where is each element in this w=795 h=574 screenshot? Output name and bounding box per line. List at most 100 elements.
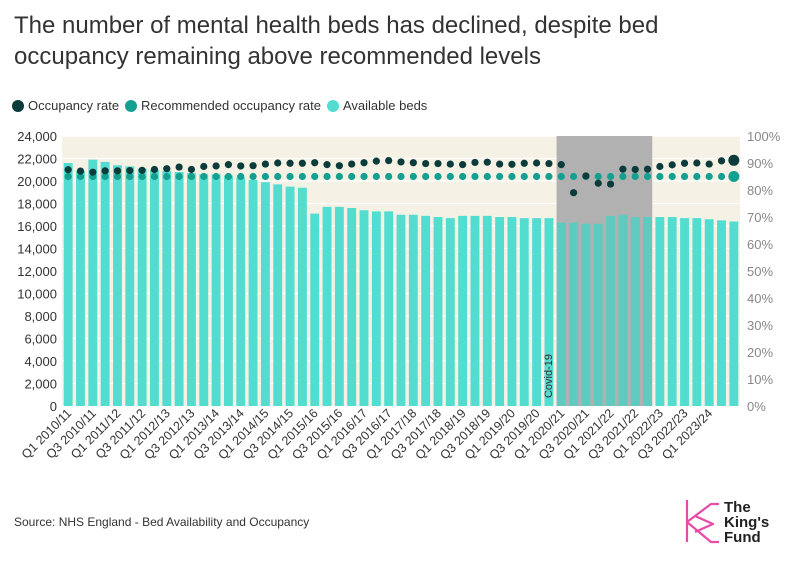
covid-annotation: Covid-19 — [543, 354, 555, 398]
dot-occupancy-rate — [311, 159, 319, 167]
dot-recommended-occupancy — [261, 172, 269, 181]
bar-available-beds — [285, 186, 295, 406]
dot-recommended-occupancy — [422, 172, 430, 181]
dot-recommended-occupancy — [372, 172, 380, 181]
dot-recommended-occupancy — [446, 172, 454, 181]
bar-available-beds — [371, 211, 381, 406]
dot-recommended-occupancy — [717, 172, 726, 181]
dot-recommended-occupancy — [520, 172, 528, 181]
bar-available-beds — [310, 213, 320, 406]
y-left-tick-label: 2,000 — [24, 377, 57, 392]
legend-item-recommended-occupancy-rate: Recommended occupancy rate — [125, 98, 321, 113]
dot-recommended-occupancy — [113, 172, 122, 181]
dot-recommended-occupancy — [397, 172, 405, 181]
bar-available-beds — [581, 223, 591, 406]
dot-occupancy-rate — [520, 159, 528, 167]
bar-available-beds — [137, 168, 147, 406]
y-left-tick-label: 4,000 — [24, 354, 57, 369]
dot-recommended-occupancy — [483, 172, 491, 181]
legend-label-available-beds: Available beds — [342, 98, 428, 113]
bar-available-beds — [88, 159, 98, 406]
dot-occupancy-rate — [163, 165, 171, 173]
dot-recommended-occupancy — [434, 172, 442, 181]
y-right-tick-label: 60% — [747, 237, 773, 252]
logo-line-1: The — [724, 499, 751, 516]
dot-recommended-occupancy — [594, 172, 602, 181]
bar-available-beds — [223, 175, 233, 406]
dot-occupancy-rate — [138, 166, 146, 174]
dot-occupancy-rate — [101, 167, 109, 175]
dot-occupancy-rate — [680, 159, 689, 167]
dot-recommended-occupancy — [631, 172, 639, 181]
dot-recommended-occupancy — [212, 172, 220, 181]
y-right-tick-label: 50% — [747, 264, 773, 279]
bar-available-beds — [470, 215, 480, 406]
y-right-tick-label: 10% — [747, 372, 773, 387]
dot-recommended-occupancy — [249, 172, 257, 181]
dot-recommended-occupancy — [348, 172, 356, 181]
y-axis-left: 0 2,000 4,000 6,000 8,000 10,000 12,000 14,000 1… — [17, 129, 57, 414]
dot-occupancy-rate — [668, 161, 676, 169]
dot-recommended-occupancy — [163, 172, 171, 181]
dot-occupancy-rate — [348, 160, 356, 168]
bars-group — [63, 159, 739, 406]
legend-swatch-occupancy-rate — [12, 99, 24, 112]
dot-recommended-occupancy — [175, 172, 183, 181]
bar-available-beds — [655, 217, 665, 406]
legend-label-recommended-occupancy-rate: Recommended occupancy rate — [141, 98, 321, 113]
bar-available-beds — [680, 218, 689, 406]
bar-available-beds — [667, 217, 677, 406]
dot-occupancy-rate — [323, 161, 331, 169]
dot-occupancy-rate — [569, 189, 578, 197]
y-left-tick-label: 12,000 — [17, 264, 57, 279]
covid-band-overlay — [556, 136, 653, 406]
y-left-tick-label: 24,000 — [17, 129, 57, 144]
dot-recommended-occupancy — [705, 172, 713, 181]
dot-recommended-occupancy — [409, 172, 417, 181]
dot-recommended-occupancy — [138, 172, 146, 181]
bar-available-beds — [593, 223, 603, 406]
bar-available-beds — [248, 179, 258, 406]
dot-occupancy-rate — [126, 166, 134, 175]
bar-available-beds — [704, 219, 714, 406]
bar-available-beds — [717, 220, 726, 406]
dot-recommended-occupancy — [508, 172, 516, 181]
dot-occupancy-rate — [64, 166, 72, 174]
y-left-tick-label: 8,000 — [24, 309, 57, 324]
dot-recommended-occupancy — [680, 172, 689, 181]
dot-recommended-occupancy — [237, 172, 245, 181]
dot-occupancy-rate — [237, 162, 245, 170]
dot-occupancy-rate — [545, 159, 553, 168]
dot-recommended-occupancy — [323, 172, 331, 181]
dot-recommended-occupancy — [187, 172, 196, 181]
dot-occupancy-rate — [483, 158, 491, 166]
bar-available-beds — [63, 163, 73, 406]
bar-available-beds — [606, 215, 616, 406]
dot-recommended-occupancy — [385, 172, 393, 181]
occupancy-dots-group — [64, 154, 740, 197]
bar-available-beds — [322, 206, 332, 406]
kings-fund-logo-icon — [685, 500, 719, 544]
dot-occupancy-rate — [249, 162, 257, 170]
bar-available-beds — [569, 222, 579, 406]
dot-occupancy-rate — [434, 159, 442, 168]
dot-occupancy-rate — [286, 159, 294, 167]
y-right-tick-label: 100% — [747, 129, 781, 144]
legend-item-occupancy-rate: Occupancy rate — [12, 98, 119, 113]
covid-overlay — [556, 136, 653, 406]
dot-occupancy-rate — [471, 158, 479, 167]
y-left-tick-label: 18,000 — [17, 197, 57, 212]
bar-available-beds — [186, 173, 196, 406]
dot-occupancy-rate — [606, 180, 615, 188]
logo-line-2: King's — [724, 514, 770, 531]
dot-occupancy-rate — [496, 160, 504, 168]
bar-available-beds — [125, 166, 135, 406]
dot-recommended-occupancy — [64, 172, 72, 181]
bar-available-beds — [334, 206, 344, 406]
bar-available-beds — [273, 184, 283, 406]
bar-available-beds — [519, 218, 529, 406]
dot-occupancy-rate — [446, 160, 454, 168]
bar-available-beds — [421, 215, 431, 406]
covid-annotation-label: Covid-19 — [543, 354, 555, 398]
bar-available-beds — [150, 169, 159, 406]
